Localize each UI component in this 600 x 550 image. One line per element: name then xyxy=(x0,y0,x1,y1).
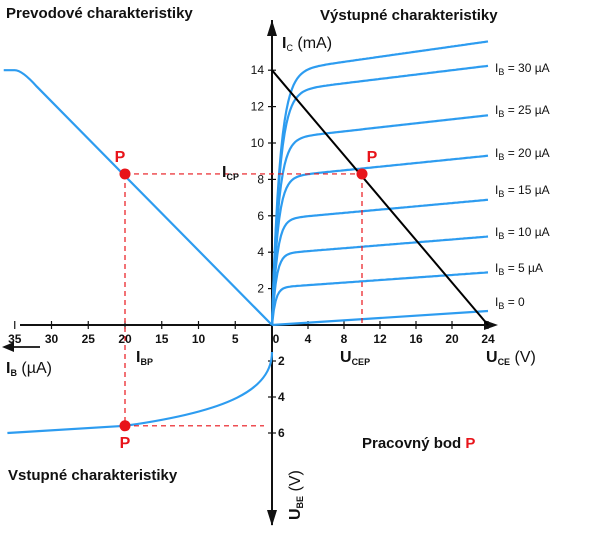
uce-axis-label: UCE (V) xyxy=(486,349,536,367)
ube-tick-label: 2 xyxy=(278,354,285,368)
ib-tick-label: 5 xyxy=(232,332,239,346)
ube-tick-label: 4 xyxy=(278,390,285,404)
output-curve xyxy=(270,40,489,326)
operating-point-guides xyxy=(124,173,363,427)
ic-tick-label: 10 xyxy=(251,136,265,150)
output-curve xyxy=(270,235,489,326)
uce-tick-label: 24 xyxy=(481,332,495,346)
ib-curve-label: IB = 20 µA xyxy=(495,146,550,162)
ic-tick-label: 6 xyxy=(257,209,264,223)
ic-tick-label: 12 xyxy=(251,100,265,114)
operating-point-title: Pracovný bod P xyxy=(362,435,475,452)
ube-axis-arrowhead xyxy=(267,510,277,526)
operating-points: P P P xyxy=(115,149,378,452)
uce-tick-label: 20 xyxy=(445,332,459,346)
uce-tick-label: 12 xyxy=(373,332,387,346)
ic-axis-arrowhead xyxy=(267,20,277,36)
ibp-label: IBP xyxy=(136,349,153,367)
ucep-label: UCEP xyxy=(340,349,370,367)
ib-tick-label: 15 xyxy=(155,332,169,346)
ib-tick-label: 25 xyxy=(82,332,96,346)
ube-ticks: 2 4 6 xyxy=(268,354,285,440)
output-curve xyxy=(271,309,489,327)
load-line xyxy=(271,69,489,326)
ube-axis-label: UBE (V) xyxy=(287,470,305,520)
uce-tick-label: 4 xyxy=(305,332,312,346)
ic-tick-label: 2 xyxy=(257,282,264,296)
output-curve xyxy=(270,154,489,326)
ib-axis-arrowhead xyxy=(2,342,14,352)
input-characteristics-title: Vstupné charakteristiky xyxy=(8,467,178,484)
uce-tick-label: 0 xyxy=(273,332,280,346)
uce-tick-label: 16 xyxy=(409,332,423,346)
transfer-characteristic-line xyxy=(3,69,273,326)
uce-tick-label: 8 xyxy=(341,332,348,346)
transfer-characteristics-title: Prevodové charakteristiky xyxy=(6,5,193,22)
ib-tick-label: 35 xyxy=(8,332,22,346)
transfer-operating-point xyxy=(119,168,131,180)
uce-ticks: 0 4 8 12 16 20 24 xyxy=(271,321,495,346)
ic-tick-label: 14 xyxy=(251,63,265,77)
icp-label: ICP xyxy=(222,164,239,182)
ib-axis-label: IB (µA) xyxy=(6,360,52,378)
output-characteristic-curves xyxy=(270,40,489,327)
ib-curve-label: IB = 0 xyxy=(495,295,525,311)
ib-curve-label: IB = 15 µA xyxy=(495,183,550,199)
transfer-operating-point-label: P xyxy=(115,149,126,166)
input-operating-point xyxy=(119,420,131,432)
output-curve xyxy=(270,198,489,326)
ic-axis-label: IC (mA) xyxy=(282,35,332,53)
ib-tick-label: 10 xyxy=(192,332,206,346)
ib-curve-label: IB = 25 µA xyxy=(495,103,550,119)
ib-curve-label: IB = 5 µA xyxy=(495,261,543,277)
output-curve xyxy=(270,271,489,326)
output-operating-point-label: P xyxy=(367,149,378,166)
ube-tick-label: 6 xyxy=(278,426,285,440)
output-curve xyxy=(270,114,489,326)
ic-ticks: 2 4 6 8 10 12 14 xyxy=(251,63,276,296)
ic-tick-label: 4 xyxy=(257,245,264,259)
ib-curve-label: IB = 30 µA xyxy=(495,61,550,77)
output-operating-point xyxy=(356,168,368,180)
ib-curve-labels: IB = 30 µA IB = 25 µA IB = 20 µA IB = 15 µA… xyxy=(495,61,550,311)
output-characteristics-title: Výstupné charakteristiky xyxy=(320,7,498,24)
input-operating-point-label: P xyxy=(120,435,131,452)
ib-ticks: 35 30 25 20 15 10 5 xyxy=(8,321,239,346)
ic-tick-label: 8 xyxy=(257,172,264,186)
ib-curve-label: IB = 10 µA xyxy=(495,225,550,241)
ib-tick-label: 30 xyxy=(45,332,59,346)
output-curve xyxy=(270,64,489,326)
